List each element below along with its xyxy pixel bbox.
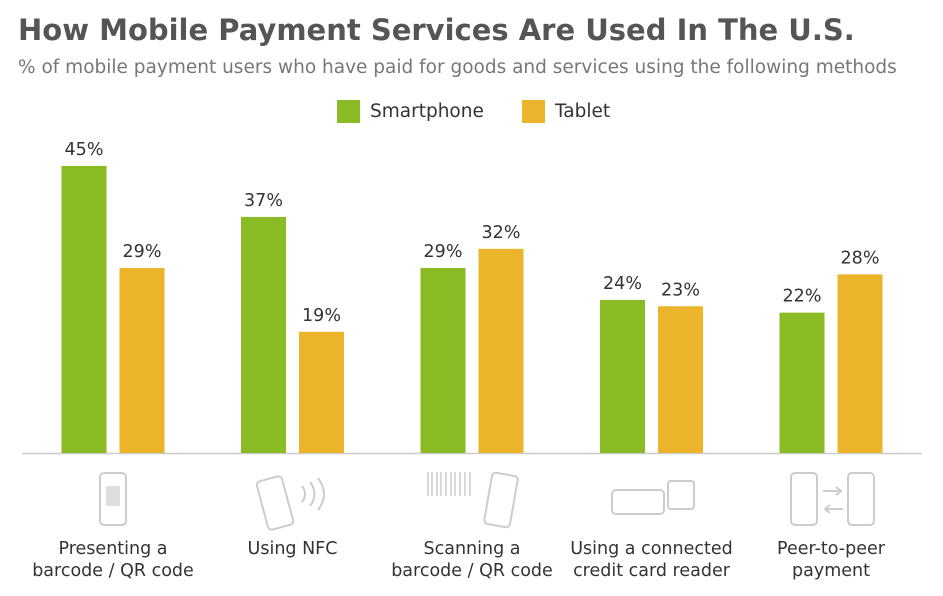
bar [658, 306, 703, 453]
x-tick-label: Presenting a barcode / QR code [32, 539, 194, 581]
legend-label: Smartphone [370, 101, 484, 122]
bar [119, 267, 165, 453]
x-tick-label: Peer-to-peer payment [777, 539, 885, 581]
value-label: 24% [603, 274, 642, 294]
value-label: 28% [841, 248, 880, 268]
value-label: 19% [302, 306, 341, 326]
icons [99, 471, 875, 531]
legend-swatch [337, 100, 360, 123]
value-label: 29% [123, 242, 162, 262]
chart-title: How Mobile Payment Services Are Used In … [18, 13, 855, 47]
x-tick-label: Scanning a barcode / QR code [391, 539, 553, 581]
x-tick-label: Using NFC [247, 539, 338, 559]
chart-subtitle: % of mobile payment users who have paid … [18, 57, 897, 78]
value-label: 22% [783, 287, 822, 307]
value-label: 37% [244, 191, 283, 211]
bar [779, 312, 825, 453]
value-label: 29% [424, 242, 463, 262]
bar [837, 274, 883, 453]
bar [241, 216, 286, 453]
bar [478, 248, 524, 453]
bar [600, 299, 645, 453]
value-label: 32% [482, 223, 521, 243]
value-label: 23% [661, 280, 700, 300]
bar [299, 331, 344, 453]
value-label: 45% [65, 140, 104, 160]
legend-swatch [522, 100, 545, 123]
bar [61, 165, 107, 453]
x-tick-label: Using a connected credit card reader [570, 539, 733, 581]
legend-label: Tablet [554, 101, 610, 122]
bar [420, 267, 466, 453]
